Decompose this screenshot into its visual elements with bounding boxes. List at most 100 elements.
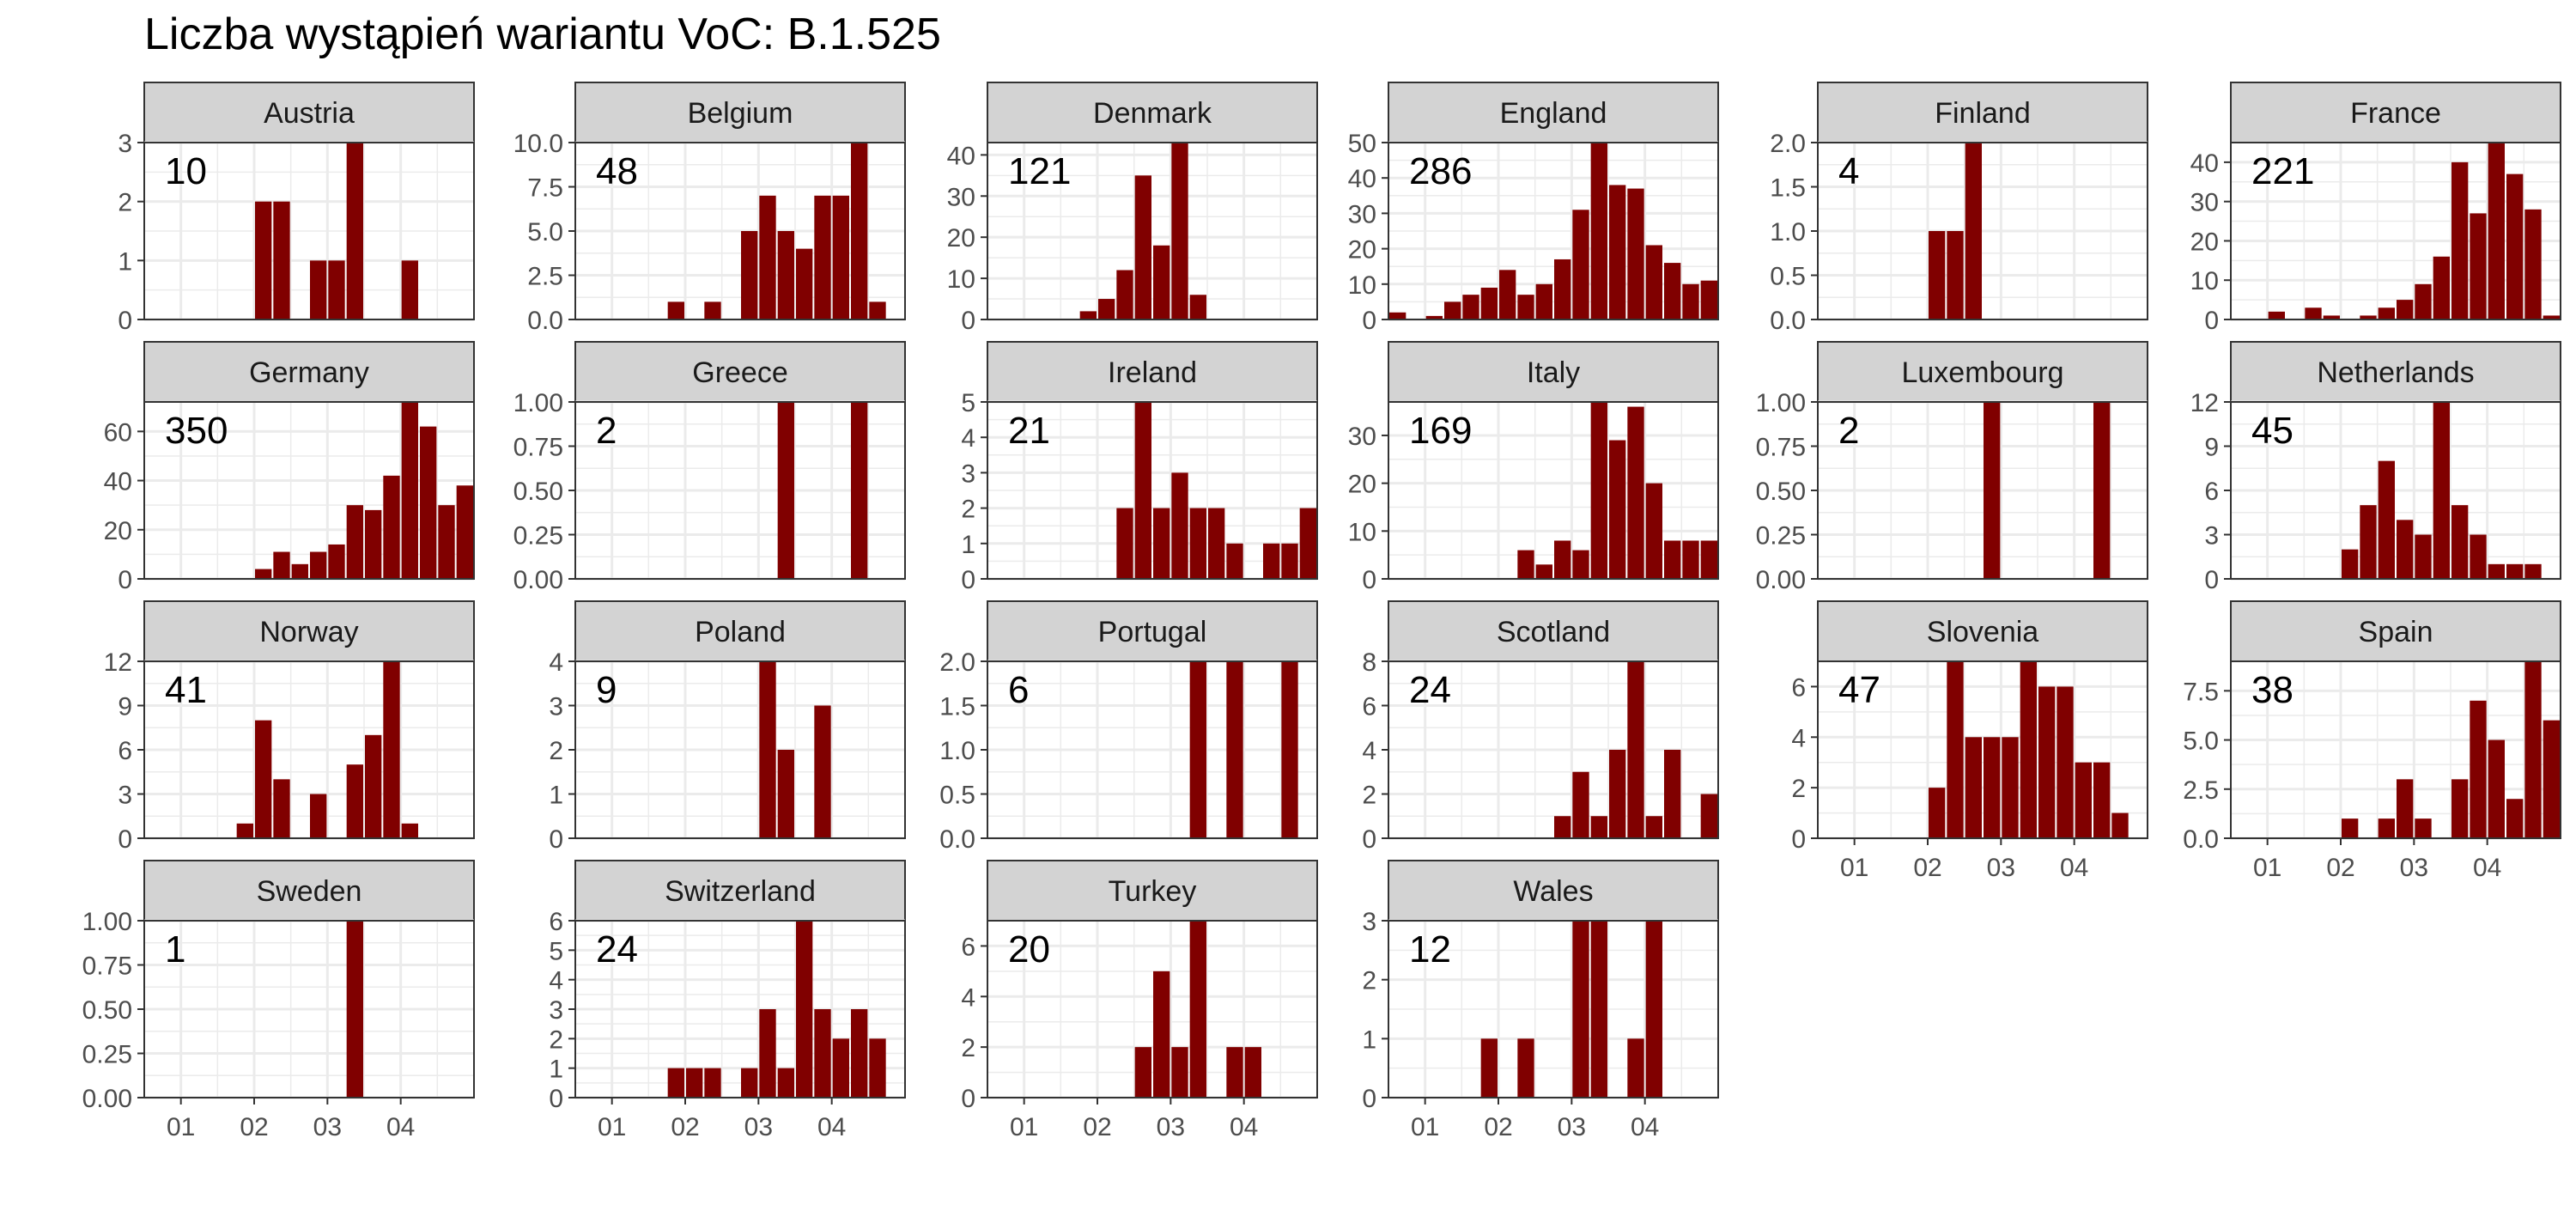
bar (1116, 270, 1133, 319)
y-tick-label: 0.00 (82, 1085, 132, 1113)
bar (2093, 762, 2111, 838)
strip-label: Ireland (1108, 356, 1197, 389)
y-tick-label: 4 (549, 648, 563, 677)
bar (2268, 311, 2285, 319)
y-tick-label: 2 (1791, 775, 1806, 803)
bar (1171, 1047, 1188, 1098)
y-tick-label: 12 (2190, 389, 2219, 417)
y-tick-label: 2 (961, 1034, 975, 1062)
bar (1171, 143, 1188, 319)
y-tick-label: 2 (118, 189, 132, 217)
y-tick-label: 20 (2190, 228, 2219, 256)
bar (1664, 750, 1681, 838)
x-tick-label: 04 (386, 1113, 415, 1141)
bar (236, 823, 253, 838)
panel-background (1818, 661, 2148, 838)
bar (832, 1038, 849, 1098)
strip-label: Spain (2359, 616, 2433, 648)
bar (796, 921, 813, 1098)
strip-label: Scotland (1497, 616, 1610, 648)
bar (1645, 483, 1662, 579)
bar (1517, 1038, 1534, 1098)
bar (2524, 563, 2542, 579)
y-tick-label: 0.75 (513, 434, 563, 462)
bar (346, 143, 363, 319)
strip-label: Finland (1935, 97, 2031, 130)
x-tick-label: 03 (1987, 854, 2015, 882)
bar (1682, 540, 1699, 579)
y-tick-label: 50 (1348, 130, 1376, 158)
x-tick-label: 03 (1157, 1113, 1185, 1141)
bar (1554, 259, 1571, 319)
bar (1098, 299, 1115, 319)
facet-finland: Finland 0.0 0.5 1.0 1.5 2.0 4 (1770, 82, 2148, 335)
y-tick-label: 12 (104, 648, 132, 677)
y-tick-label: 1.5 (939, 693, 975, 721)
panel-border (574, 660, 906, 839)
y-tick-label: 5 (961, 389, 975, 417)
y-tick-label: 8 (1362, 648, 1376, 677)
bar (346, 921, 363, 1098)
facet-england: England 0 10 20 30 40 50 286 (1348, 82, 1719, 335)
y-tick-label: 2 (1362, 967, 1376, 995)
bar (667, 1068, 684, 1098)
bar (2470, 700, 2487, 838)
bar (2397, 300, 2414, 319)
bar (1965, 737, 1982, 838)
bar (777, 231, 794, 319)
bar (2378, 460, 2395, 579)
panel-border (2230, 660, 2561, 839)
y-tick-label: 20 (104, 517, 132, 545)
bar (2506, 563, 2524, 579)
bar (328, 544, 345, 579)
panel-border (1817, 401, 2148, 580)
bar (1153, 245, 1170, 319)
y-tick-label: 4 (1791, 724, 1806, 752)
bar (2360, 505, 2377, 579)
y-tick-label: 3 (549, 693, 563, 721)
bar (2470, 213, 2487, 319)
bar (1664, 540, 1681, 579)
bar (1281, 661, 1298, 838)
facet-luxembourg: Luxembourg 0.00 0.25 0.50 0.75 1.00 2 (1756, 341, 2148, 594)
bar (704, 1068, 721, 1098)
bar (310, 794, 327, 838)
bar (365, 509, 382, 579)
bar (1627, 1038, 1644, 1098)
y-tick-label: 0.25 (513, 522, 563, 551)
y-tick-label: 6 (2204, 478, 2219, 506)
strip-background (143, 82, 475, 143)
bar (2506, 173, 2524, 319)
panel-border (143, 401, 475, 580)
bar (1444, 301, 1461, 319)
bar (2305, 307, 2322, 319)
bar (1226, 543, 1243, 579)
y-tick-label: 10 (1348, 518, 1376, 546)
x-tick-label: 01 (167, 1113, 195, 1141)
x-tick-label: 03 (1558, 1113, 1586, 1141)
y-tick-label: 0.0 (939, 825, 975, 854)
bar (1134, 402, 1151, 579)
y-tick-label: 1.00 (513, 389, 563, 417)
bar (814, 195, 831, 319)
y-tick-label: 7.5 (527, 174, 563, 203)
y-tick-label: 0.75 (82, 952, 132, 981)
y-tick-label: 0 (2204, 307, 2219, 335)
total-count-label: 41 (165, 669, 207, 711)
y-tick-label: 6 (961, 933, 975, 961)
bar (741, 1068, 758, 1098)
y-tick-label: 0 (1362, 825, 1376, 854)
strip-label: Denmark (1093, 97, 1212, 130)
y-tick-label: 1.0 (1770, 218, 1806, 246)
facet-germany: Germany 0 20 40 60 350 (104, 341, 475, 594)
y-tick-label: 1.5 (1770, 174, 1806, 203)
bar (1572, 550, 1589, 579)
y-tick-label: 2.0 (939, 648, 975, 677)
strip-background (1817, 600, 2148, 662)
panel-border (1817, 142, 2148, 320)
y-tick-label: 2 (549, 737, 563, 765)
bar (1226, 1047, 1243, 1098)
bar (2038, 686, 2056, 838)
bar (2433, 402, 2450, 579)
